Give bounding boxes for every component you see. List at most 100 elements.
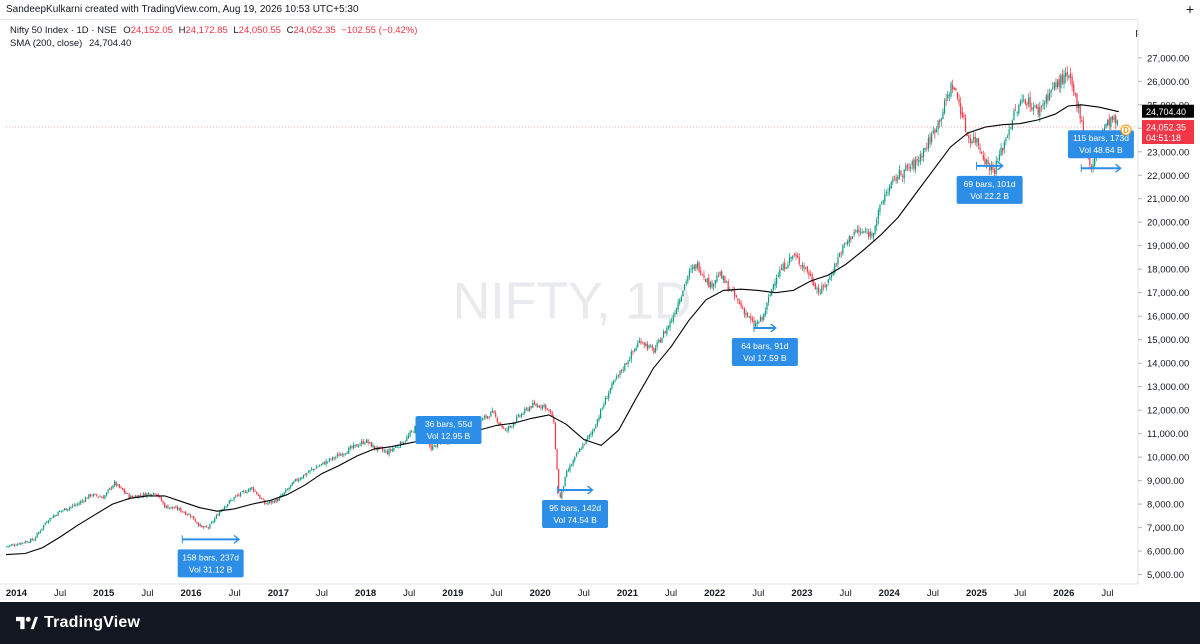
candle-body: [961, 112, 963, 118]
candle-body: [120, 487, 122, 488]
candle-body: [294, 479, 297, 482]
sma-label[interactable]: SMA (200, close): [10, 38, 83, 49]
candle-body: [600, 409, 602, 419]
candle-body: [609, 388, 611, 393]
candle-body: [154, 493, 156, 495]
candle-body: [596, 419, 598, 426]
candle-body: [968, 135, 970, 139]
candle-body: [301, 477, 303, 480]
candle-body: [517, 414, 519, 417]
candle-body: [604, 397, 607, 405]
range-info-box[interactable]: [415, 416, 482, 445]
candle-body: [1079, 105, 1081, 119]
candle-body: [105, 492, 108, 496]
candle-body: [128, 493, 130, 499]
range-info-box[interactable]: [177, 549, 244, 578]
candle-body: [913, 159, 915, 169]
candle-body: [964, 117, 967, 132]
candle-body: [827, 279, 829, 283]
candle-body: [13, 544, 16, 546]
candle-body: [603, 404, 605, 408]
candle-body: [701, 274, 703, 276]
candle-body: [1053, 82, 1055, 89]
candle-body: [499, 423, 502, 425]
candle-body: [411, 431, 413, 432]
range-info-box[interactable]: [542, 500, 609, 529]
candle-body: [369, 442, 371, 443]
candle-body: [533, 402, 536, 405]
candle-body: [703, 274, 705, 278]
candle-body: [997, 161, 999, 162]
candle-body: [170, 506, 172, 508]
candle-body: [698, 262, 700, 272]
candle-body: [887, 192, 889, 194]
candle-body: [36, 533, 38, 538]
candle-body: [1089, 155, 1091, 166]
candle-body: [314, 469, 316, 470]
range-info-box[interactable]: [956, 175, 1023, 204]
candle-body: [223, 506, 226, 510]
candle-body: [319, 465, 321, 467]
candle-body: [864, 231, 867, 233]
candle-body: [666, 327, 668, 335]
candle-body: [801, 265, 804, 268]
candle-body: [929, 136, 931, 144]
candle-body: [278, 497, 280, 501]
candle-body: [543, 404, 545, 407]
x-tick-label: Jul: [578, 588, 590, 599]
candle-body: [1008, 129, 1010, 136]
candle-body: [288, 487, 290, 490]
plus-icon[interactable]: +: [1185, 1, 1194, 17]
candle-body: [20, 542, 22, 545]
candle-body: [176, 506, 179, 510]
y-tick-label: 19,000.00: [1147, 241, 1189, 252]
candle-body: [1076, 93, 1078, 109]
candle-body: [921, 155, 923, 158]
candle-body: [191, 516, 193, 518]
symbol-name[interactable]: Nifty 50 Index · 1D · NSE: [10, 25, 117, 36]
candle-body: [60, 510, 62, 512]
candle-body: [407, 435, 410, 438]
candle-body: [722, 276, 724, 280]
candle-body: [383, 450, 385, 452]
dividend-marker-icon[interactable]: [1120, 124, 1132, 136]
candle-body: [659, 340, 661, 343]
candle-body: [59, 511, 61, 513]
candle-body: [897, 177, 899, 180]
candle-body: [76, 504, 79, 505]
candle-body: [598, 417, 600, 421]
y-tick-label: 18,000.00: [1147, 265, 1189, 276]
candle-body: [653, 348, 655, 353]
candle-body: [309, 470, 311, 472]
candle-body: [51, 518, 53, 520]
range-info-box[interactable]: [1067, 130, 1134, 159]
candle-body: [642, 342, 644, 344]
candle-body: [390, 449, 392, 451]
candle-body: [853, 231, 855, 236]
candle-body: [306, 473, 308, 475]
candle-body: [367, 440, 369, 444]
candle-body: [1000, 147, 1002, 156]
candle-body: [118, 484, 121, 488]
candle-body: [926, 147, 928, 149]
candle-body: [68, 507, 71, 510]
y-tick-label: 15,000.00: [1147, 335, 1189, 346]
price-chart[interactable]: NIFTY, 1D 158 bars, 237d Vol 31.12 B 36 bar…: [0, 19, 1200, 602]
candle-body: [767, 297, 770, 303]
candle-body: [435, 445, 437, 447]
candle-body: [995, 160, 997, 174]
candle-body: [23, 542, 25, 544]
candle-body: [1021, 100, 1023, 103]
candle-body: [742, 307, 744, 309]
candle-body: [856, 230, 858, 233]
candle-body: [189, 514, 192, 517]
candle-body: [414, 426, 416, 433]
candle-body: [67, 509, 69, 511]
candle-body: [10, 544, 12, 546]
candle-body: [386, 451, 389, 455]
candle-body: [548, 409, 550, 411]
candle-body: [1077, 104, 1080, 109]
range-info-bars: 95 bars, 142d: [549, 503, 601, 513]
candle-body: [89, 494, 91, 497]
range-info-box[interactable]: [731, 337, 798, 366]
